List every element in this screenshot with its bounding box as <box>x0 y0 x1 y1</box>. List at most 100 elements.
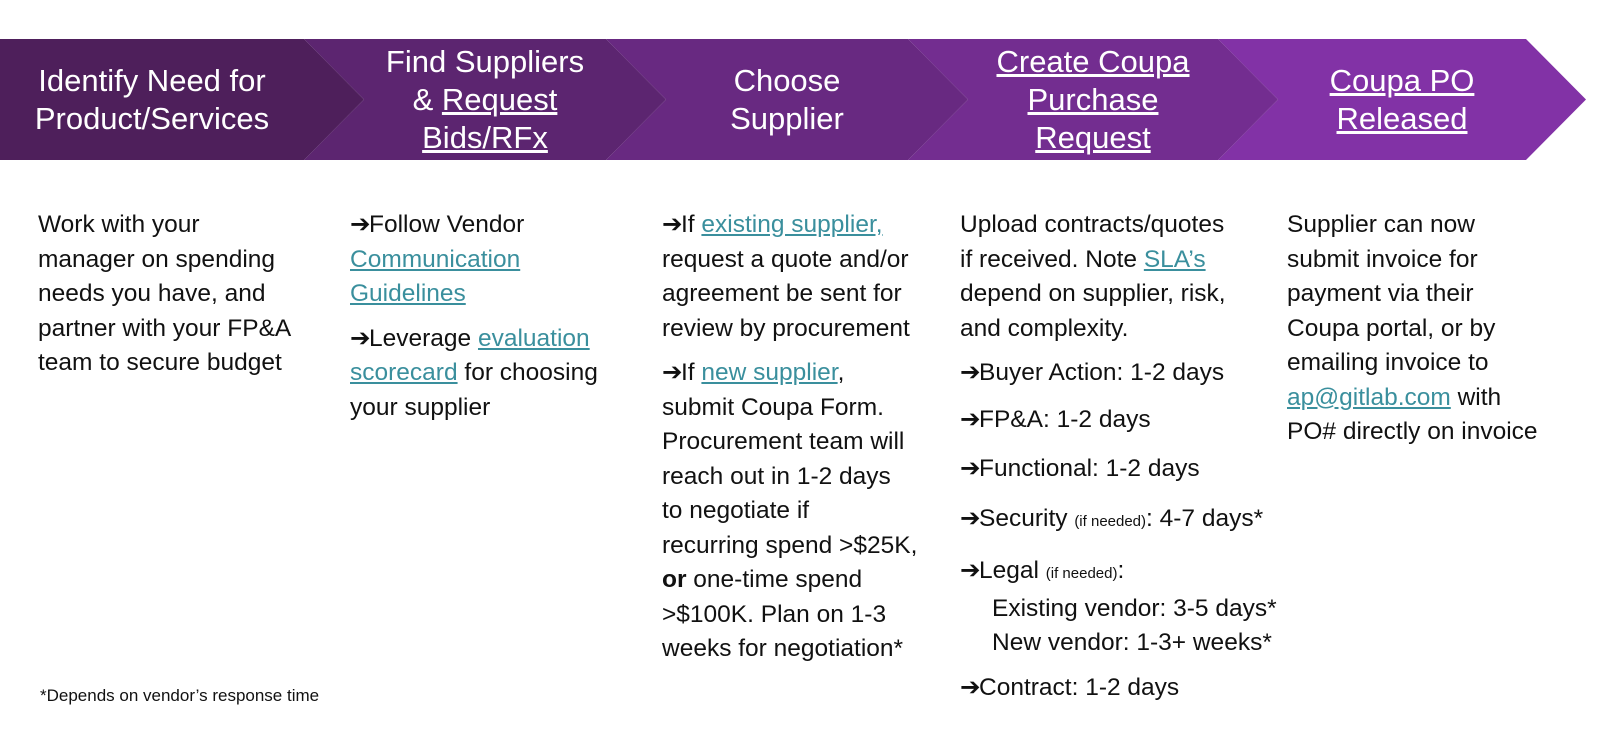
with-text: with <box>1450 383 1502 411</box>
col3-line: recurring spend >$25K, <box>662 531 918 559</box>
col1-line: partner with your FP&A <box>38 314 292 342</box>
security-item: ➔Security (if needed): 4-7 days* <box>960 502 1285 540</box>
col5-line: Supplier can now <box>1287 211 1475 238</box>
identify-need-description: Work with your manager on spending needs… <box>38 208 318 381</box>
step-4-line-3[interactable]: Request <box>1035 119 1151 155</box>
col3-line: review by procurement <box>662 314 910 342</box>
upload-contracts-intro: Upload contracts/quotes if received. Not… <box>960 208 1285 346</box>
slas-link[interactable]: SLA’s <box>1143 245 1206 273</box>
request-bids-link-part-2[interactable]: Bids/RFx <box>422 119 548 155</box>
step-choose-supplier-chevron: Choose Supplier <box>606 39 968 160</box>
if-text: If <box>681 359 702 386</box>
functional-item: ➔Functional: 1-2 days <box>960 452 1285 487</box>
step-1-line-1: Identify Need for <box>38 62 266 98</box>
step-2-line-2-prefix: & <box>412 81 442 117</box>
col4-line: Upload contracts/quotes <box>960 211 1225 238</box>
arrow-icon: ➔ <box>960 405 981 433</box>
create-coupa-request-description: Upload contracts/quotes if received. Not… <box>960 208 1285 705</box>
new-supplier-item: ➔If new supplier, submit Coupa Form. Pro… <box>662 356 937 667</box>
follow-vendor-text: Follow Vendor <box>369 211 525 238</box>
step-4-line-1[interactable]: Create Coupa <box>996 43 1190 79</box>
find-suppliers-description: ➔Follow Vendor Communication Guidelines … <box>350 208 630 425</box>
step-4-line-2[interactable]: Purchase <box>1027 81 1159 117</box>
step-5-line-1[interactable]: Coupa PO <box>1329 62 1475 98</box>
contract-item: ➔Contract: 1-2 days <box>960 671 1285 706</box>
col1-line: manager on spending <box>38 245 276 273</box>
one-time-spend-text: one-time spend <box>686 566 863 593</box>
step-find-suppliers-label: Find Suppliers & Request Bids/RFx <box>386 43 584 157</box>
col5-line: emailing invoice to <box>1287 349 1489 376</box>
follow-vendor-item: ➔Follow Vendor Communication Guidelines <box>350 208 630 312</box>
col3-line: request a quote and/or <box>662 245 909 273</box>
col1-line: Work with your <box>38 211 200 238</box>
functional-text: Functional: 1-2 days <box>979 455 1200 482</box>
step-1-line-2: Product/Services <box>34 100 270 136</box>
col3-line: weeks for negotiation* <box>662 635 904 662</box>
buyer-action-item: ➔Buyer Action: 1-2 days <box>960 356 1285 391</box>
if-text: If <box>681 211 702 238</box>
security-label: Security <box>979 504 1075 532</box>
or-bold-text: or <box>662 566 687 593</box>
col3-line: Procurement team will <box>662 428 905 455</box>
evaluation-scorecard-link-2[interactable]: scorecard <box>350 359 458 386</box>
arrow-icon: ➔ <box>662 211 683 238</box>
arrow-icon: ➔ <box>960 557 981 584</box>
col3-line: agreement be sent for <box>662 280 902 307</box>
col3-line: submit Coupa Form. <box>662 393 884 421</box>
arrow-icon: ➔ <box>350 324 371 352</box>
your-supplier-text: your supplier <box>350 393 491 421</box>
step-2-line-1: Find Suppliers <box>385 43 585 79</box>
process-chevron-banner: Identify Need for Product/Services Find … <box>0 39 1604 160</box>
step-3-line-2: Supplier <box>730 100 844 136</box>
col3-line: reach out in 1-2 days <box>662 462 891 490</box>
arrow-icon: ➔ <box>960 455 981 482</box>
step-coupa-po-released-link[interactable]: Coupa PO Released <box>1330 62 1475 138</box>
footnote: *Depends on vendor’s response time <box>40 686 320 705</box>
for-choosing-text: for choosing <box>457 359 598 386</box>
request-bids-link-part-1[interactable]: Request <box>441 81 558 117</box>
leverage-text: Leverage <box>369 324 478 352</box>
step-create-coupa-request-link[interactable]: Create Coupa Purchase Request <box>996 43 1189 157</box>
col4-line: depend on supplier, risk, <box>960 280 1226 307</box>
step-identify-need-chevron: Identify Need for Product/Services <box>0 39 364 160</box>
choose-supplier-description: ➔If existing supplier, request a quote a… <box>662 208 937 667</box>
arrow-icon: ➔ <box>960 673 981 701</box>
communication-guidelines-link[interactable]: Communication <box>350 245 521 273</box>
legal-label: Legal <box>979 557 1046 584</box>
col3-line: >$100K. Plan on 1-3 <box>662 600 887 628</box>
legal-colon: : <box>1117 557 1125 584</box>
security-value: : 4-7 days* <box>1146 504 1264 532</box>
col5-line: payment via their <box>1287 280 1474 307</box>
legal-if-needed-note: (if needed) <box>1045 565 1118 582</box>
col1-line: team to secure budget <box>38 349 282 376</box>
comma-text: , <box>837 359 845 386</box>
legal-existing-vendor: Existing vendor: 3-5 days* <box>992 594 1277 622</box>
communication-guidelines-link-2[interactable]: Guidelines <box>350 280 466 307</box>
arrow-icon: ➔ <box>960 359 981 386</box>
arrow-icon: ➔ <box>350 211 371 238</box>
col1-line: needs you have, and <box>38 280 266 307</box>
coupa-po-released-description: Supplier can now submit invoice for paym… <box>1287 208 1597 450</box>
step-find-suppliers-chevron: Find Suppliers & Request Bids/RFx <box>304 39 666 160</box>
buyer-action-text: Buyer Action: 1-2 days <box>979 359 1225 386</box>
existing-supplier-link[interactable]: existing supplier, <box>701 211 883 238</box>
fpa-text: FP&A: 1-2 days <box>979 405 1151 433</box>
step-coupa-po-released-chevron: Coupa PO Released <box>1218 39 1586 160</box>
legal-item: ➔Legal (if needed): Existing vendor: 3-5… <box>960 554 1285 661</box>
step-5-line-2[interactable]: Released <box>1336 100 1468 136</box>
fpa-item: ➔FP&A: 1-2 days <box>960 403 1285 438</box>
leverage-scorecard-item: ➔Leverage evaluation scorecard for choos… <box>350 322 630 426</box>
step-create-coupa-request-chevron: Create Coupa Purchase Request <box>908 39 1278 160</box>
col4-line: if received. Note <box>960 245 1144 273</box>
ap-email-link[interactable]: ap@gitlab.com <box>1287 383 1451 411</box>
security-if-needed-note: (if needed) <box>1074 512 1147 530</box>
col5-line: Coupa portal, or by <box>1287 314 1496 342</box>
existing-supplier-item: ➔If existing supplier, request a quote a… <box>662 208 937 346</box>
arrow-icon: ➔ <box>960 504 981 532</box>
col4-line: and complexity. <box>960 314 1129 342</box>
new-supplier-link[interactable]: new supplier <box>701 359 838 386</box>
col5-line: PO# directly on invoice <box>1287 418 1538 445</box>
step-3-line-1: Choose <box>733 62 841 98</box>
arrow-icon: ➔ <box>662 359 683 386</box>
evaluation-scorecard-link[interactable]: evaluation <box>477 324 590 352</box>
